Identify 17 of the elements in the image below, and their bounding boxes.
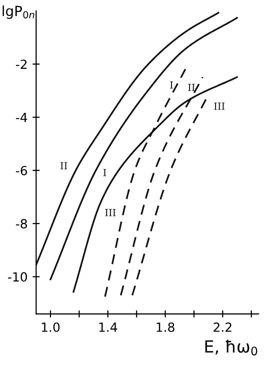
x-tick-label: 1.8 [156, 322, 174, 332]
series-label: I [103, 169, 106, 176]
y-tick-label: -6 [16, 166, 28, 176]
y-axis-title: lgP$_{0n}$ [2, 5, 34, 19]
series-label: II [188, 84, 195, 91]
y-tick-label: -8 [16, 219, 27, 228]
x-tick-label: 1.0 [42, 322, 60, 332]
series-label: I [170, 81, 173, 88]
x-axis-title: E, ħω$_{0}$ [205, 340, 258, 356]
x-tick-label: 1.4 [99, 322, 118, 332]
y-tick-label: -4 [16, 112, 28, 122]
y-tick-label: -2 [16, 60, 27, 69]
series-label: II [60, 162, 68, 170]
series-label: III [105, 208, 116, 216]
y-tick-label: -10 [8, 272, 27, 282]
series-label: III [214, 102, 225, 110]
x-tick-label: 2.2 [214, 322, 232, 332]
